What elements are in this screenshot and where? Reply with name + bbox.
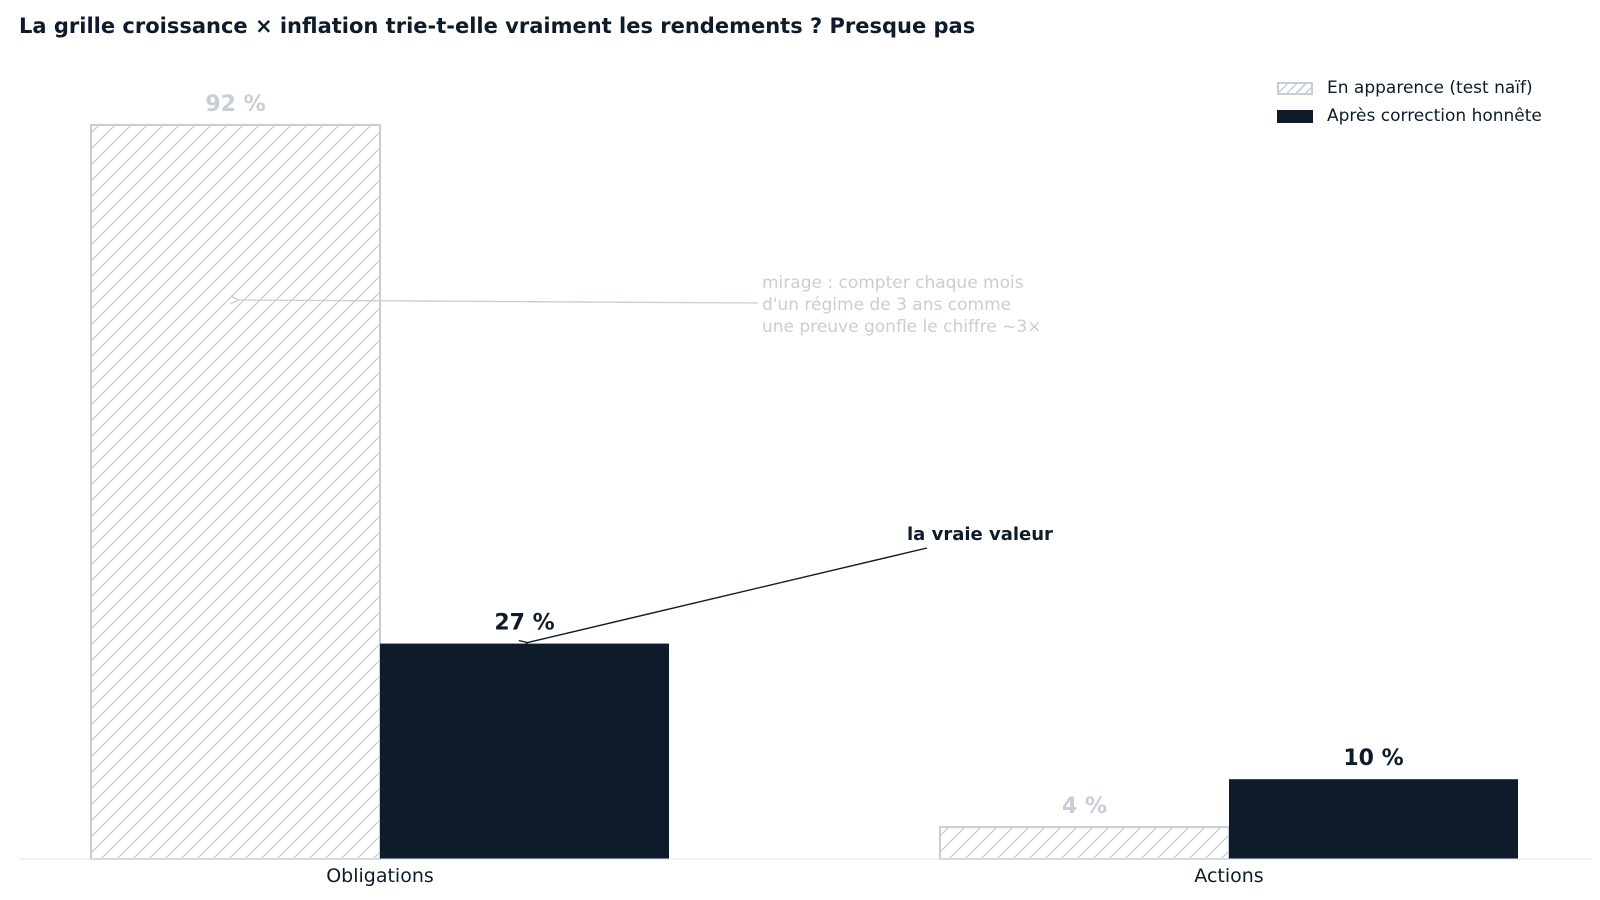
- value-label: 4 %: [1062, 794, 1107, 819]
- legend-item-naive: En apparence (test naïf): [1277, 74, 1542, 102]
- value-label: 92 %: [205, 92, 265, 117]
- value-label: 10 %: [1343, 746, 1403, 771]
- x-tick-label: Obligations: [326, 865, 434, 887]
- bar-obligations-honest: [380, 643, 669, 859]
- value-label: 27 %: [494, 611, 554, 636]
- legend-label-honest: Après correction honnête: [1327, 106, 1542, 126]
- legend-label-naive: En apparence (test naïf): [1327, 78, 1533, 98]
- legend-item-honest: Après correction honnête: [1277, 102, 1542, 130]
- bar-obligations-naive: [90, 124, 381, 860]
- x-tick-label: Actions: [1194, 865, 1263, 887]
- annotation-text-vraie-valeur: la vraie valeur: [907, 524, 1053, 545]
- annotation-text-mirage: mirage : compter chaque mois: [762, 273, 1024, 293]
- bar-actions-honest: [1229, 779, 1518, 859]
- bar-actions-naive: [939, 826, 1230, 861]
- annotation-arrow-vraie-valeur: [528, 547, 928, 643]
- legend-swatch-hatched: [1277, 81, 1313, 95]
- annotation-arrow-mirage: [239, 300, 759, 303]
- legend-swatch-solid: [1277, 109, 1313, 123]
- chart-title: La grille croissance × inflation trie-t-…: [19, 14, 976, 38]
- legend: En apparence (test naïf) Après correctio…: [1277, 74, 1542, 130]
- annotation-text-mirage: une preuve gonfle le chiffre ~3×: [762, 317, 1041, 337]
- annotation-text-mirage: d'un régime de 3 ans comme: [762, 295, 1011, 315]
